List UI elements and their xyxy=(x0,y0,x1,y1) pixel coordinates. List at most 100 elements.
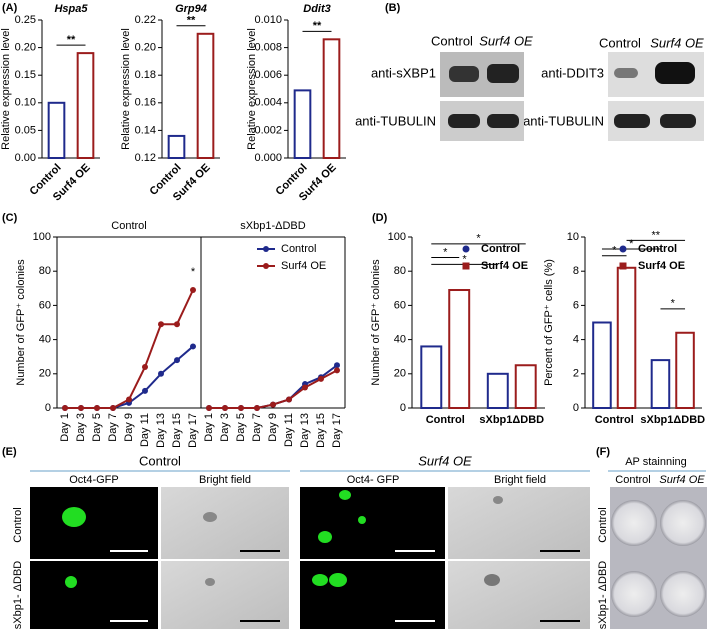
y-tick-label: 0 xyxy=(45,402,51,414)
colony xyxy=(358,516,366,524)
y-tick-label: 4 xyxy=(573,334,579,346)
fluorescence-image xyxy=(300,561,445,629)
x-tick-label: Day 15 xyxy=(315,413,327,448)
colony xyxy=(312,574,328,586)
bar xyxy=(420,345,443,410)
significance-label: * xyxy=(612,245,617,257)
significance-label: * xyxy=(462,253,467,265)
y-tick-label: 0.12 xyxy=(135,152,156,164)
y-tick-label: 0.008 xyxy=(254,42,282,54)
bar xyxy=(448,289,471,410)
y-axis-label: Percent of GFP⁺ cells (%) xyxy=(543,259,555,386)
point xyxy=(158,321,164,328)
x-tick-label: Day 17 xyxy=(187,413,199,448)
y-tick-label: 0.00 xyxy=(15,152,36,164)
chart-title: Control xyxy=(111,220,146,232)
blot-band xyxy=(449,66,479,82)
colony xyxy=(339,490,351,500)
y-tick-label: 0.000 xyxy=(254,152,282,164)
row-label: sXbp1- ΔDBD xyxy=(597,561,609,630)
x-tick-label: Day 13 xyxy=(299,413,311,448)
colony xyxy=(62,507,86,527)
y-tick-label: 0 xyxy=(400,402,406,414)
well xyxy=(611,571,657,617)
blot-band xyxy=(614,114,650,128)
chart-title: Ddit3 xyxy=(303,3,331,15)
column-label: Bright field xyxy=(199,474,251,486)
point xyxy=(222,405,228,411)
fluorescence-image xyxy=(30,487,158,559)
blot-column-label: Control xyxy=(599,35,641,50)
blot-column-label: Control xyxy=(431,33,473,48)
legend-marker xyxy=(462,245,470,253)
blot-band xyxy=(487,114,519,128)
point xyxy=(142,363,148,370)
y-tick-label: 40 xyxy=(394,334,406,346)
colony xyxy=(65,576,77,588)
legend-label: Control xyxy=(638,243,677,255)
chart-title: sXbp1-ΔDBD xyxy=(240,220,305,232)
legend-label: Surf4 OE xyxy=(281,260,326,272)
x-tick-label: Day 15 xyxy=(171,413,183,448)
y-axis-label: Number of GFP⁺ colonies xyxy=(370,259,382,386)
bar xyxy=(650,359,671,409)
point xyxy=(78,405,84,411)
y-tick-label: 80 xyxy=(394,265,406,277)
point xyxy=(158,370,164,377)
brightfield-image xyxy=(161,561,289,629)
legend-marker xyxy=(263,263,269,269)
y-tick-label: 60 xyxy=(394,299,406,311)
y-tick-label: 0.20 xyxy=(15,42,36,54)
point xyxy=(334,367,340,374)
point xyxy=(174,321,180,328)
chart-title: Hspa5 xyxy=(54,3,88,15)
blot-band xyxy=(487,64,519,83)
bar xyxy=(486,372,509,409)
significance-label: ** xyxy=(187,15,196,27)
well xyxy=(611,500,657,546)
significance-label: ** xyxy=(652,229,661,241)
point xyxy=(126,396,132,403)
y-tick-label: 0.006 xyxy=(254,69,282,81)
point xyxy=(286,396,292,403)
colony xyxy=(203,512,217,522)
western-blots: Control Surf4 OE Control Surf4 OE anti-s… xyxy=(355,33,704,141)
row-label: Control xyxy=(12,507,24,542)
column-label: Oct4-GFP xyxy=(69,474,119,486)
bar xyxy=(47,101,66,160)
point xyxy=(238,405,244,411)
y-tick-label: 6 xyxy=(573,299,579,311)
x-tick-label: Day 5 xyxy=(91,413,103,442)
y-tick-label: 0.20 xyxy=(135,42,156,54)
y-axis-label: Relative expression level xyxy=(246,28,258,150)
significance-label: * xyxy=(191,266,196,278)
x-tick-label: Control xyxy=(595,414,634,426)
brightfield-image xyxy=(448,487,590,559)
legend-marker xyxy=(619,262,627,270)
blot-column-label: Surf4 OE xyxy=(650,35,704,50)
blot-band xyxy=(448,114,480,128)
y-tick-label: 100 xyxy=(33,231,51,243)
y-tick-label: 0.010 xyxy=(254,14,282,26)
blot-row-label: anti-TUBULIN xyxy=(355,113,436,128)
blot-column-label: Surf4 OE xyxy=(479,33,533,48)
y-tick-label: 0.14 xyxy=(135,124,156,136)
point xyxy=(190,287,196,294)
colony xyxy=(329,573,347,587)
colony xyxy=(493,496,503,504)
fluorescence-image xyxy=(30,561,158,629)
blot-band xyxy=(655,62,695,84)
x-tick-label: Day 3 xyxy=(219,413,231,442)
bar xyxy=(76,52,95,159)
group-label: Control xyxy=(139,453,181,468)
column-label: Surf4 OE xyxy=(659,474,705,486)
point xyxy=(142,387,148,394)
x-tick-label: Day 5 xyxy=(235,413,247,442)
row-label: sXbp1- ΔDBD xyxy=(12,561,24,630)
brightfield-image xyxy=(448,561,590,629)
bar xyxy=(196,32,215,159)
significance-label: ** xyxy=(313,20,322,32)
point xyxy=(334,362,340,369)
y-tick-label: 0.10 xyxy=(15,97,36,109)
point xyxy=(110,405,116,411)
